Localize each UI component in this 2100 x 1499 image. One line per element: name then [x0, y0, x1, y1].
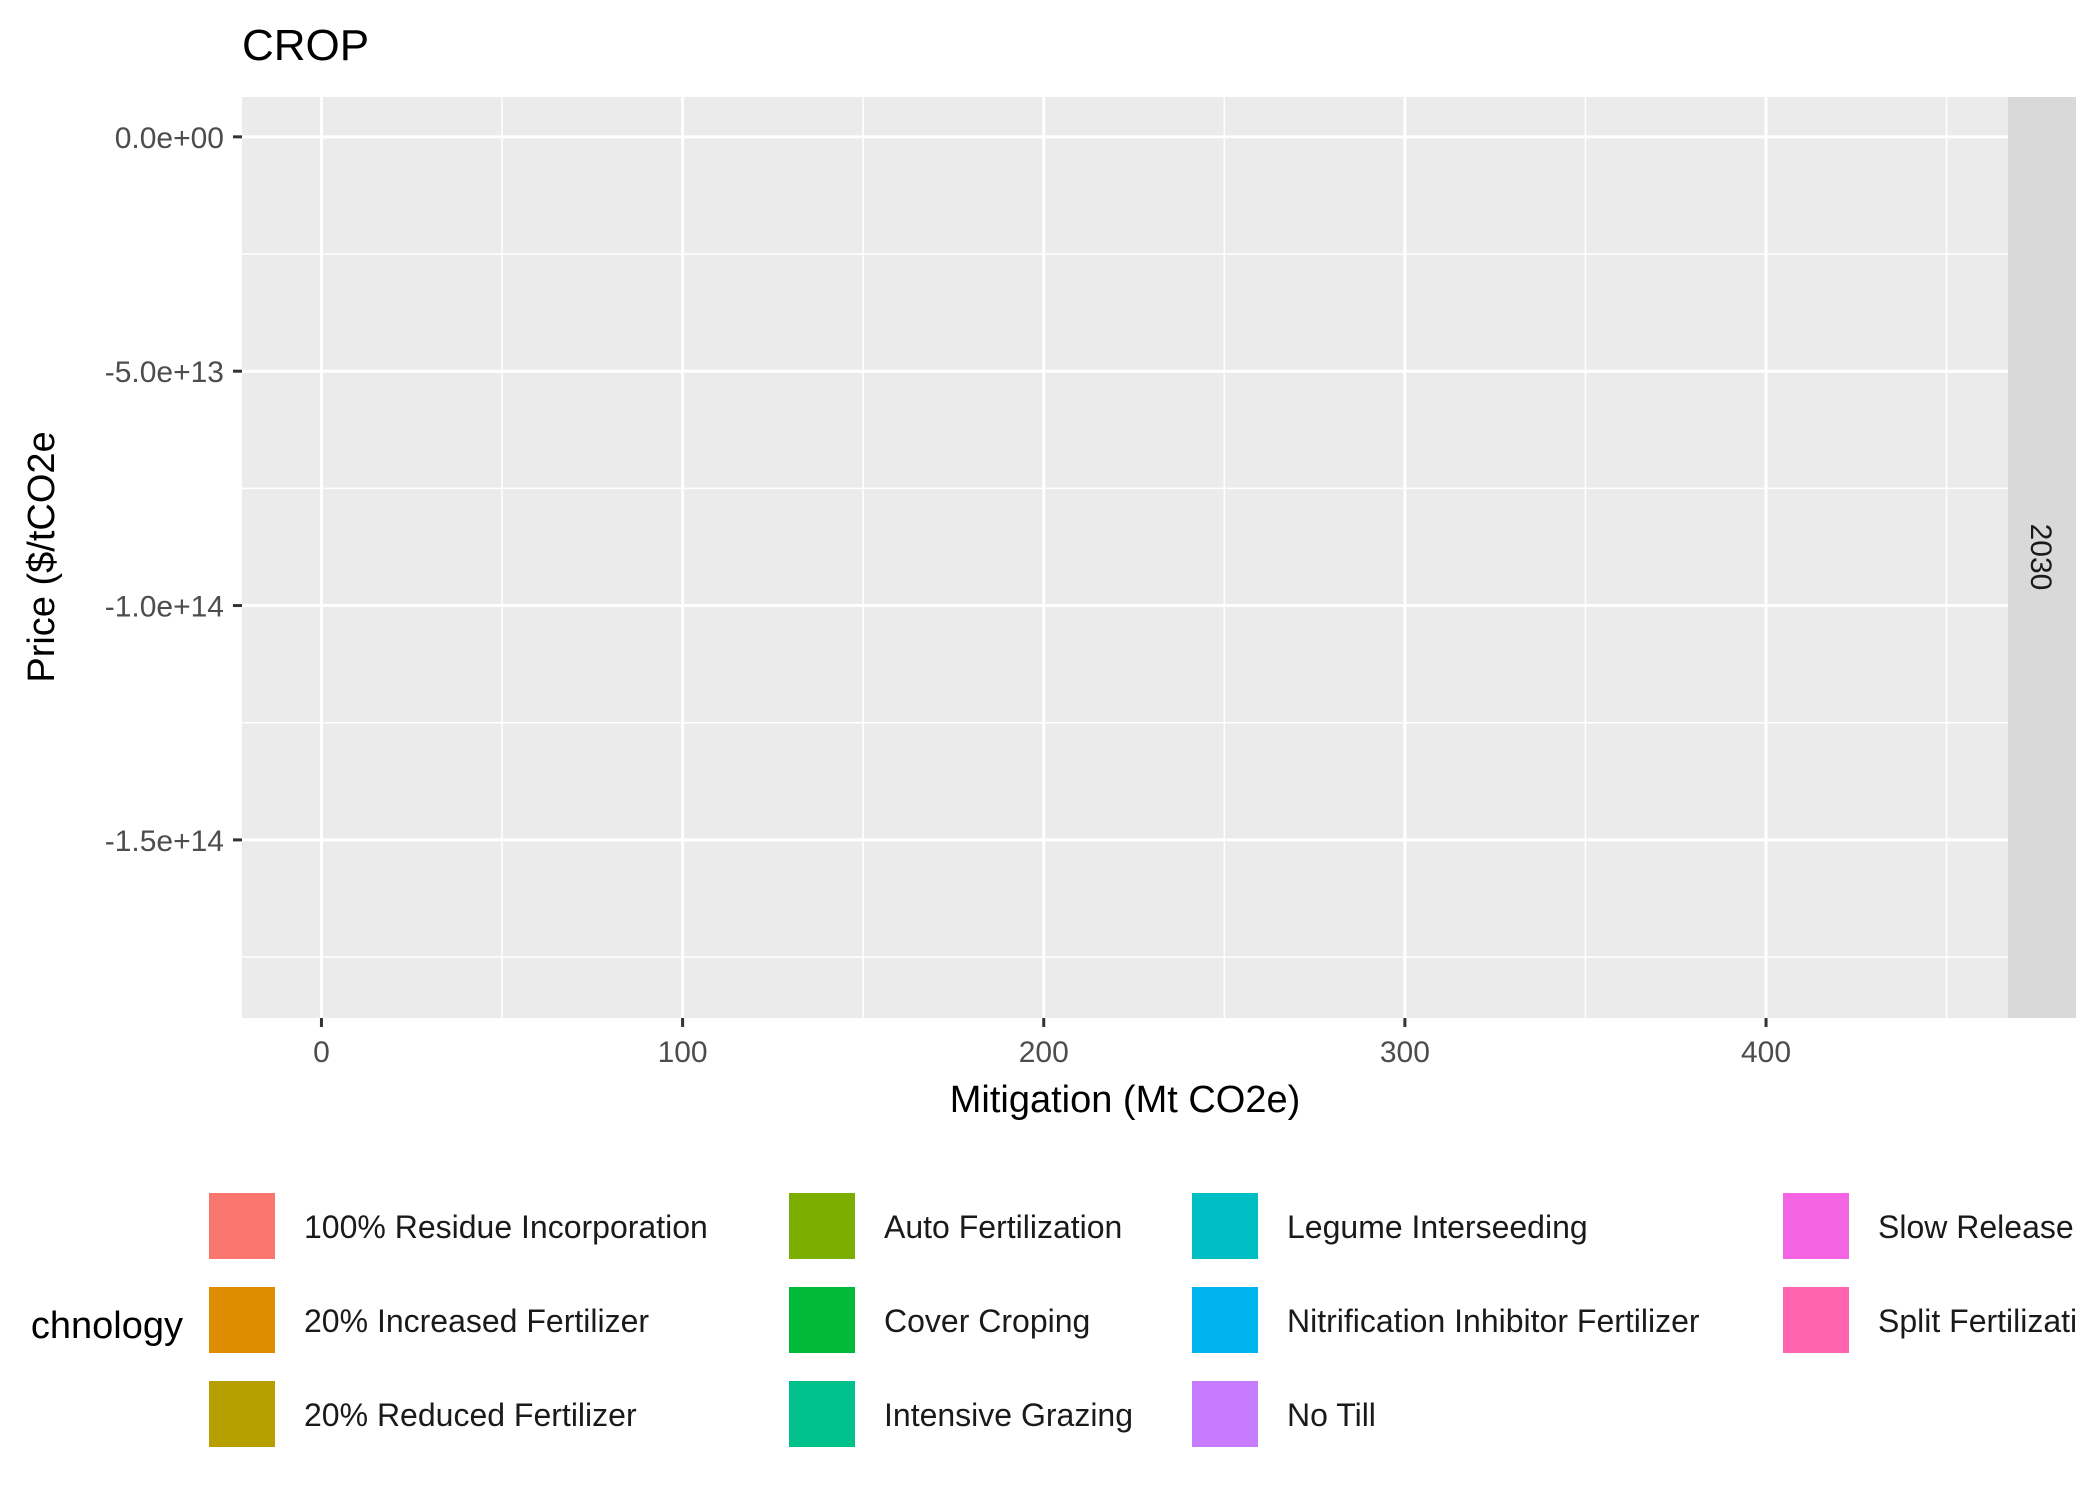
- legend-label: 20% Increased Fertilizer: [304, 1303, 649, 1339]
- x-tick-label: 0: [313, 1036, 330, 1069]
- facet-strip-label: 2030: [2024, 524, 2057, 591]
- legend-label: Auto Fertilization: [884, 1209, 1122, 1245]
- axes: 0.0e+00 -5.0e+13 -1.0e+14 -1.5e+14 0 100 200 30…: [105, 122, 1791, 1069]
- x-axis-title: Mitigation (Mt CO2e): [950, 1079, 1301, 1121]
- legend-key: [207, 1191, 277, 1261]
- legend-key: [1781, 1191, 1851, 1261]
- x-tick-label: 200: [1019, 1036, 1069, 1069]
- legend-label: Legume Interseeding: [1287, 1209, 1588, 1245]
- legend-key: [207, 1379, 277, 1449]
- y-tick-label: -1.0e+14: [105, 591, 224, 624]
- legend-label: 100% Residue Incorporation: [304, 1209, 708, 1245]
- legend-key: [1190, 1285, 1260, 1355]
- legend-key: [207, 1285, 277, 1355]
- y-tick-label: 0.0e+00: [115, 122, 224, 155]
- legend-key: [1781, 1285, 1851, 1355]
- legend-key: [787, 1379, 857, 1449]
- y-axis-title: Price ($/tCO2e: [21, 431, 63, 682]
- x-tick-label: 400: [1741, 1036, 1791, 1069]
- legend-title: chnology: [31, 1305, 183, 1347]
- legend-label: Split Fertilizati: [1878, 1303, 2077, 1339]
- legend-key: [1190, 1191, 1260, 1261]
- x-tick-label: 300: [1380, 1036, 1430, 1069]
- legend-label: Cover Croping: [884, 1303, 1090, 1339]
- y-tick-label: -5.0e+13: [105, 356, 224, 389]
- legend: 100% Residue Incorporation 20% Increased …: [207, 1191, 2077, 1449]
- legend-key: [787, 1285, 857, 1355]
- legend-key: [787, 1191, 857, 1261]
- plot-panel: [242, 97, 2008, 1018]
- x-tick-label: 100: [658, 1036, 708, 1069]
- chart-title: CROP: [242, 21, 369, 70]
- legend-label: No Till: [1287, 1397, 1376, 1433]
- legend-label: Slow Release: [1878, 1209, 2074, 1245]
- legend-label: 20% Reduced Fertilizer: [304, 1397, 637, 1433]
- y-tick-label: -1.5e+14: [105, 825, 224, 858]
- legend-label: Intensive Grazing: [884, 1397, 1133, 1433]
- legend-key: [1190, 1379, 1260, 1449]
- legend-label: Nitrification Inhibitor Fertilizer: [1287, 1303, 1700, 1339]
- grid-lines: [242, 97, 2008, 1018]
- facet-strip: [2008, 97, 2076, 1018]
